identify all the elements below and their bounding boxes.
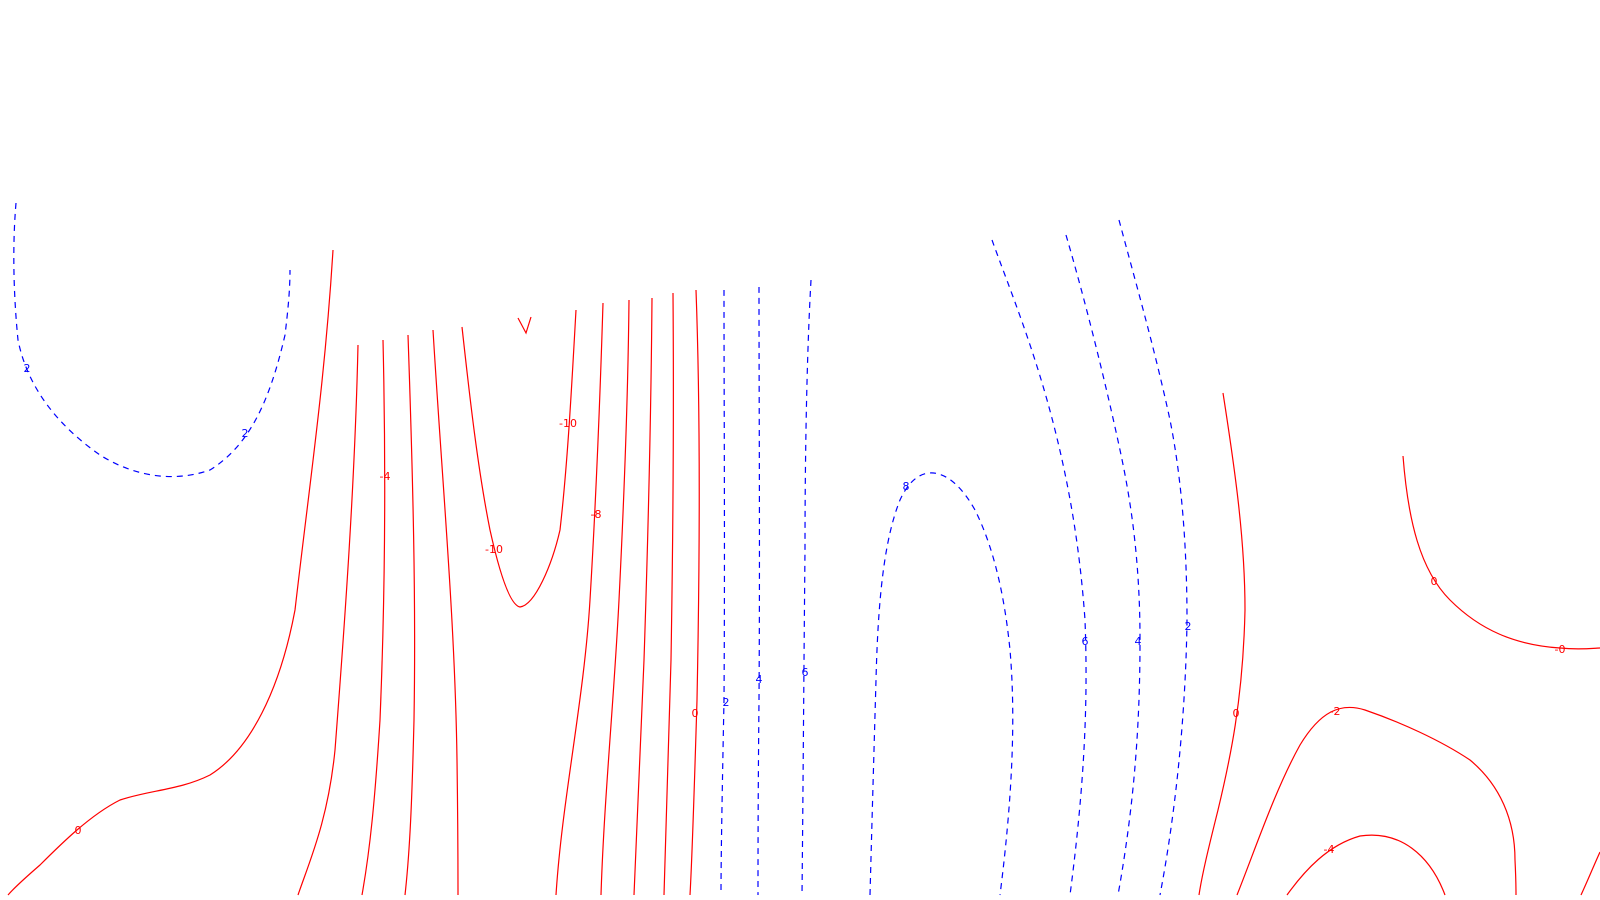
contour-label: -10 [485, 543, 503, 556]
contour-label: 2 [242, 427, 249, 440]
contour-line-negative [297, 344, 359, 896]
contour-line-positive [869, 472, 1014, 896]
contour-line-negative [461, 309, 577, 608]
contour-line-negative [432, 329, 459, 896]
contour-line-negative [404, 334, 416, 896]
contour-line-negative [633, 297, 653, 896]
contour-line-negative [1402, 455, 1600, 650]
contour-line-negative [1286, 834, 1446, 896]
contour-label: 2 [1185, 620, 1192, 633]
contour-line-negative [7, 249, 334, 896]
contour-line-positive [720, 289, 726, 896]
contour-line-positive [801, 279, 812, 896]
contour-label: 0 [1233, 707, 1240, 720]
contour-label: 0 [692, 707, 699, 720]
contour-line-negative [555, 302, 604, 896]
contour-label: 0 [75, 824, 82, 837]
contour-line-negative [517, 316, 532, 335]
contour-label: 4 [1135, 635, 1142, 648]
contour-label: -8 [591, 508, 602, 521]
contour-line-negative [361, 339, 386, 896]
contour-line-positive [757, 286, 761, 896]
contour-line-positive [1065, 234, 1141, 896]
contour-label: 6 [802, 666, 809, 679]
contour-label: 4 [756, 673, 763, 686]
contour-label: -4 [380, 470, 391, 483]
contour-label: 2 [24, 362, 31, 375]
contour-line-negative [689, 289, 700, 896]
contour-line-negative [1236, 706, 1517, 896]
contour-line-negative [1580, 851, 1600, 896]
contour-line-negative [1198, 392, 1246, 896]
contour-label: 8 [903, 480, 910, 493]
contour-label: -4 [1324, 843, 1335, 856]
contour-line-positive [1118, 219, 1188, 896]
contour-label: 0 [1431, 575, 1438, 588]
contour-label: 6 [1082, 635, 1089, 648]
contour-label: 2 [723, 696, 730, 709]
contour-label: -0 [1555, 643, 1566, 656]
contour-label: -2 [1330, 705, 1341, 718]
contour-line-positive [991, 239, 1087, 896]
contour-line-negative [663, 292, 674, 896]
contour-line-negative [600, 299, 630, 896]
contour-line-positive [13, 202, 291, 478]
contour-label: -10 [559, 417, 577, 430]
